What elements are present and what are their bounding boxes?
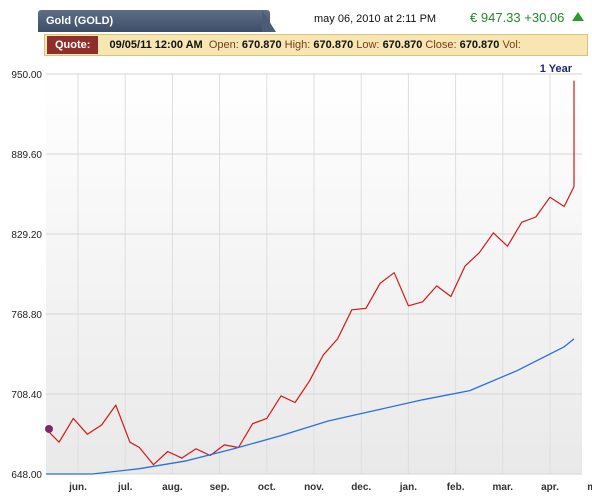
start-marker[interactable] bbox=[45, 424, 53, 433]
price-series-line bbox=[45, 80, 575, 466]
price-chart[interactable]: 950.00 889.60 829.20 768.80 708.40 648.00 jun… bbox=[0, 58, 592, 496]
datetime-label: may 06, 2010 at 2:11 PM bbox=[314, 13, 437, 25]
price-display: € 947.33 +30.06 bbox=[470, 10, 584, 25]
x-tick-label: nov. bbox=[304, 482, 324, 493]
high-value: 670.870 bbox=[313, 39, 354, 51]
price-value: € 947.33 +30.06 bbox=[470, 10, 565, 25]
y-tick-label: 889.60 bbox=[11, 150, 42, 161]
low-label: Low: bbox=[356, 39, 380, 51]
open-value: 670.870 bbox=[241, 39, 282, 51]
y-tick-label: 950.00 bbox=[11, 70, 42, 81]
close-label: Close: bbox=[425, 39, 457, 51]
high-label: High: bbox=[284, 39, 311, 51]
tab-notch bbox=[262, 10, 276, 32]
x-tick-label: oct. bbox=[258, 482, 276, 493]
y-tick-label: 829.20 bbox=[11, 230, 42, 241]
x-tick-label: jul. bbox=[117, 482, 133, 493]
y-tick-label: 648.00 bbox=[11, 470, 42, 481]
x-tick-label: dec. bbox=[351, 482, 371, 493]
average-series-line bbox=[46, 338, 575, 475]
up-arrow-icon bbox=[572, 12, 584, 21]
x-tick-label: jun. bbox=[68, 482, 87, 493]
low-value: 670.870 bbox=[382, 39, 423, 51]
y-tick-label: 768.80 bbox=[11, 310, 42, 321]
symbol-tab[interactable]: Gold (GOLD) bbox=[38, 10, 270, 32]
vol-label: Vol: bbox=[502, 39, 521, 51]
close-value: 670.870 bbox=[459, 39, 500, 51]
quote-label: Quote: bbox=[47, 36, 99, 54]
quote-time: 12:00 AM bbox=[154, 39, 203, 51]
x-tick-label: sep. bbox=[210, 482, 230, 493]
x-tick-label: feb. bbox=[447, 482, 465, 493]
quote-date: 09/05/11 bbox=[109, 39, 152, 51]
symbol-label: Gold (GOLD) bbox=[46, 15, 114, 27]
range-label[interactable]: 1 Year bbox=[540, 63, 573, 75]
y-tick-label: 708.40 bbox=[11, 390, 42, 401]
x-tick-label: aug. bbox=[162, 482, 183, 493]
x-tick-label: apr. bbox=[541, 482, 559, 493]
quote-bar: Quote: 09/05/11 12:00 AM Open: 670.870 H… bbox=[44, 34, 588, 56]
x-tick-label: may bbox=[587, 482, 592, 493]
x-tick-label: jan. bbox=[399, 482, 417, 493]
open-label: Open: bbox=[208, 39, 239, 51]
x-tick-label: mar. bbox=[493, 482, 514, 493]
